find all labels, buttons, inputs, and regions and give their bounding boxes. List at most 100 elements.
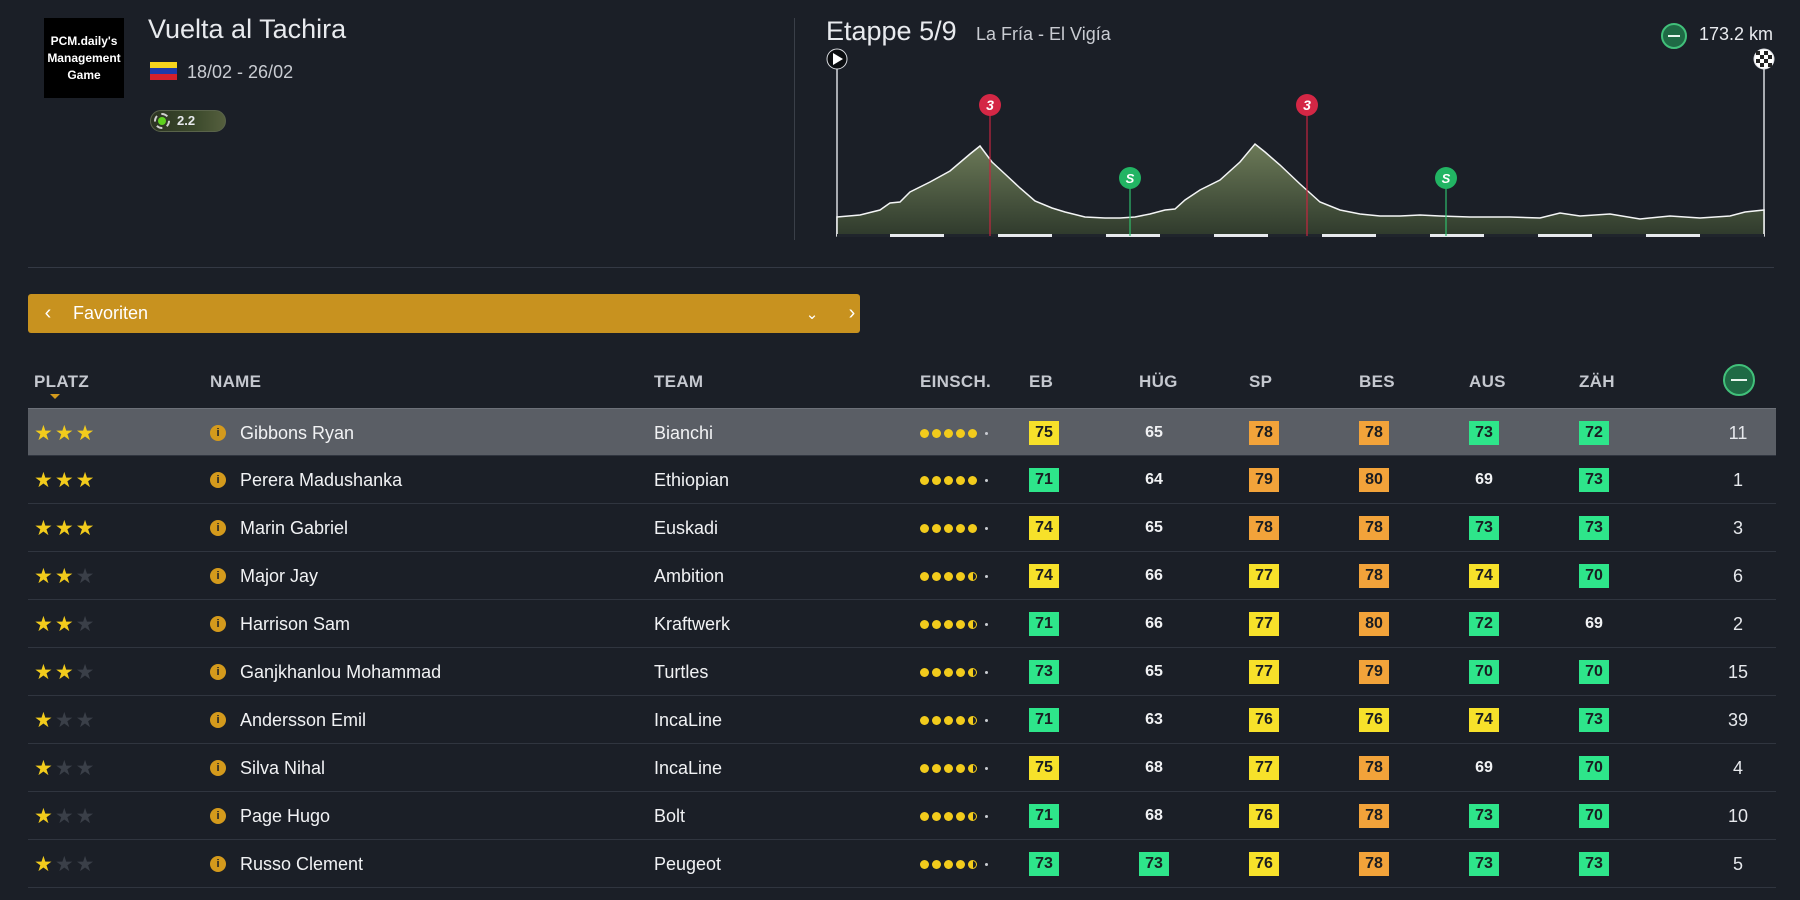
climb-marker-1-icon[interactable] <box>979 94 1001 116</box>
column-einsch[interactable]: EINSCH. <box>920 372 992 391</box>
table-row[interactable]: ★ ★ ★ i Page Hugo Bolt 71 68 76 78 73 70 10 <box>28 792 1776 840</box>
chevron-down-icon[interactable]: ⌄ <box>805 305 819 323</box>
chevron-left-icon[interactable]: ‹ <box>44 302 52 324</box>
rider-name[interactable]: Ganjkhanlou Mohammad <box>240 661 442 682</box>
info-icon[interactable]: i <box>210 664 226 680</box>
column-zah[interactable]: ZÄH <box>1579 372 1615 391</box>
sprint-marker-2-icon[interactable] <box>1435 167 1457 189</box>
table-row[interactable]: ★ ★ ★ i Gibbons Ryan Bianchi 75 65 78 78 73 72 11 <box>28 408 1776 456</box>
info-icon[interactable]: i <box>210 760 226 776</box>
fitness-dot-icon <box>932 763 941 773</box>
star-icon: ★ <box>54 516 74 540</box>
info-icon[interactable]: i <box>210 472 226 488</box>
info-icon[interactable]: i <box>210 808 226 824</box>
rider-team[interactable]: Euskadi <box>654 517 719 538</box>
column-bes[interactable]: BES <box>1359 372 1395 391</box>
rider-team[interactable]: IncaLine <box>654 709 723 730</box>
rider-name[interactable]: Andersson Emil <box>240 709 367 730</box>
stat-eb: 74 <box>1029 504 1059 552</box>
fitness-dot-icon <box>944 859 953 869</box>
info-icon[interactable]: i <box>210 568 226 584</box>
rider-team[interactable]: Bianchi <box>654 422 714 443</box>
column-aus[interactable]: AUS <box>1469 372 1506 391</box>
list-selector[interactable]: ‹ Favoriten ⌄ › <box>28 294 860 333</box>
fitness-dot-icon <box>920 667 929 677</box>
stat-value: 73 <box>1469 804 1499 828</box>
table-header: PLATZ NAME TEAM EINSCH. EB HÜG SP BES AU… <box>28 360 1776 408</box>
column-hug[interactable]: HÜG <box>1139 372 1178 391</box>
logo-text: PCM.daily's Management Game <box>47 33 121 82</box>
rider-name[interactable]: Gibbons Ryan <box>240 422 355 443</box>
rider-name[interactable]: Russo Clement <box>240 853 364 874</box>
stage-label: Etappe 5/9 <box>826 16 957 46</box>
star-icon: ★ <box>75 564 95 588</box>
fitness-indicator <box>920 504 991 552</box>
fitness-dot-icon <box>956 475 965 485</box>
table-row[interactable]: ★ ★ ★ i Perera Madushanka Ethiopian 71 64 79 80 69… <box>28 456 1776 504</box>
fitness-dot-icon <box>968 523 977 533</box>
rider-rank: 10 <box>1727 805 1749 826</box>
rider-team[interactable]: Turtles <box>654 661 709 682</box>
stat-hug: 68 <box>1139 792 1169 840</box>
rider-team[interactable]: Kraftwerk <box>654 613 731 634</box>
rider-name[interactable]: Harrison Sam <box>240 613 351 634</box>
stat-value: 70 <box>1579 660 1609 684</box>
table-row[interactable]: ★ ★ ★ i Silva Nihal IncaLine 75 68 77 78 69 70 4 <box>28 744 1776 792</box>
sprint-marker-1-icon[interactable] <box>1119 167 1141 189</box>
info-icon[interactable]: i <box>210 712 226 728</box>
rider-name[interactable]: Major Jay <box>240 565 319 586</box>
fitness-indicator <box>920 600 991 648</box>
info-icon[interactable]: i <box>210 856 226 872</box>
fitness-dot-icon <box>968 428 977 438</box>
fitness-dot-icon <box>956 571 965 581</box>
column-platz[interactable]: PLATZ <box>34 372 90 391</box>
table-row[interactable]: ★ ★ ★ i Russo Clement Peugeot 73 73 76 78 73 73 5 <box>28 840 1776 888</box>
rider-team[interactable]: Ethiopian <box>654 469 730 490</box>
table-row[interactable]: ★ ★ ★ i Major Jay Ambition 74 66 77 78 74 70 6 <box>28 552 1776 600</box>
fitness-dot-icon <box>932 523 941 533</box>
column-team[interactable]: TEAM <box>654 372 704 391</box>
star-icon: ★ <box>75 468 95 492</box>
column-sp[interactable]: SP <box>1249 372 1273 391</box>
table-row[interactable]: ★ ★ ★ i Ganjkhanlou Mohammad Turtles 73 65 77 79 7… <box>28 648 1776 696</box>
stat-value: 77 <box>1249 660 1279 684</box>
stat-value: 64 <box>1145 471 1163 488</box>
star-icon: ★ <box>34 564 53 588</box>
chevron-right-icon[interactable]: › <box>848 302 856 324</box>
rider-team[interactable]: IncaLine <box>654 757 723 778</box>
stat-value: 78 <box>1359 564 1389 588</box>
fitness-dot-icon <box>920 571 929 581</box>
stat-value: 77 <box>1249 564 1279 588</box>
rider-team[interactable]: Peugeot <box>654 853 722 874</box>
column-name[interactable]: NAME <box>210 372 262 391</box>
rider-team[interactable]: Bolt <box>654 805 686 826</box>
rider-name[interactable]: Perera Madushanka <box>240 469 403 490</box>
distance-icon[interactable] <box>1723 364 1755 396</box>
info-icon[interactable]: i <box>210 616 226 632</box>
climb-marker-2-icon[interactable] <box>1296 94 1318 116</box>
rider-rank: 3 <box>1732 517 1743 538</box>
rider-name[interactable]: Page Hugo <box>240 805 331 826</box>
fitness-indicator <box>920 840 991 888</box>
info-icon[interactable]: i <box>210 425 226 441</box>
table-row[interactable]: ★ ★ ★ i Marin Gabriel Euskadi 74 65 78 78 73 73 3 <box>28 504 1776 552</box>
section-divider <box>28 267 1774 268</box>
column-eb[interactable]: EB <box>1029 372 1054 391</box>
star-icon: ★ <box>75 612 95 636</box>
fitness-dot-icon <box>920 523 929 533</box>
info-icon[interactable]: i <box>210 520 226 536</box>
stat-value: 71 <box>1029 708 1059 732</box>
fitness-dot-icon <box>956 715 965 725</box>
rider-name[interactable]: Silva Nihal <box>240 757 326 778</box>
race-category-badge: 2.2 <box>150 110 226 132</box>
stat-eb: 73 <box>1029 648 1059 696</box>
table-row[interactable]: ★ ★ ★ i Harrison Sam Kraftwerk 71 66 77 80 72 69 2 <box>28 600 1776 648</box>
stat-zah: 73 <box>1579 696 1609 744</box>
star-icon: ★ <box>75 421 95 445</box>
favorite-stars: ★ ★ ★ <box>34 648 96 696</box>
star-icon: ★ <box>54 468 74 492</box>
rider-name[interactable]: Marin Gabriel <box>240 517 349 538</box>
star-icon: ★ <box>54 660 74 684</box>
rider-team[interactable]: Ambition <box>654 565 725 586</box>
table-row[interactable]: ★ ★ ★ i Andersson Emil IncaLine 71 63 76 76 74 73 39 <box>28 696 1776 744</box>
